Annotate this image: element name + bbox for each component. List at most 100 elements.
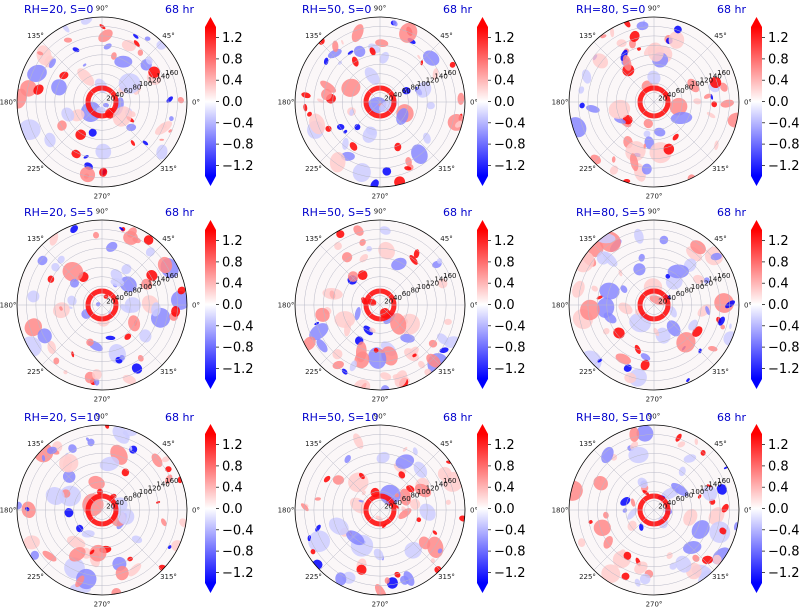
angle-tick-label: 270° bbox=[646, 193, 663, 201]
radial-tick-label: 140 bbox=[434, 73, 447, 81]
colorbar-tick-label: 0.0 bbox=[494, 298, 515, 313]
colorbar-tick-label: −1.2 bbox=[768, 566, 799, 581]
radial-tick-label: 20 bbox=[658, 502, 667, 510]
colorbar-tick-label: 1.2 bbox=[494, 31, 515, 46]
radial-tick-label: 120 bbox=[148, 484, 161, 492]
colorbar-tick-label: 0.0 bbox=[494, 502, 515, 517]
polar-frame bbox=[16, 424, 188, 596]
radial-tick-label: 120 bbox=[426, 76, 439, 84]
radial-tick-label: 60 bbox=[124, 495, 133, 503]
colorbar-tick-label: 1.2 bbox=[222, 438, 243, 453]
radial-tick-label: 140 bbox=[434, 481, 447, 489]
angular-gridline bbox=[653, 244, 715, 306]
angular-gridline bbox=[101, 244, 163, 306]
colorbar-tick-label: −1.2 bbox=[222, 159, 254, 174]
radial-tick-label: 100 bbox=[691, 283, 704, 291]
angular-gridline bbox=[319, 41, 381, 103]
colorbar-extend-max bbox=[205, 220, 216, 230]
radial-tick-label: 80 bbox=[132, 492, 141, 500]
angle-tick-label: 135° bbox=[27, 32, 44, 40]
angular-gridline bbox=[379, 244, 441, 306]
colorbar-extend-min bbox=[751, 583, 762, 593]
angle-tick-label: 225° bbox=[579, 368, 596, 376]
colorbar-gradient bbox=[477, 230, 488, 379]
polar-frame bbox=[294, 219, 466, 391]
angle-tick-label: 135° bbox=[305, 440, 322, 448]
angle-tick-label: 180° bbox=[552, 302, 569, 310]
radial-tick-label: 160 bbox=[165, 69, 178, 77]
panel-time-label: 68 hr bbox=[165, 206, 194, 219]
radial-tick-label: 100 bbox=[139, 80, 152, 88]
angular-gridline bbox=[41, 509, 103, 571]
radial-tick-label: 60 bbox=[676, 495, 685, 503]
panel-7: 0°45°90°135°180°225°270°315°20 40 60 801001… bbox=[0, 411, 200, 609]
radial-tick-label: 160 bbox=[165, 477, 178, 485]
colorbar-tick-label: 0.0 bbox=[494, 95, 515, 110]
field-texture bbox=[17, 17, 184, 183]
colorbar-tick-label: −0.4 bbox=[768, 116, 799, 131]
angle-tick-label: 45° bbox=[162, 235, 174, 243]
colorbar-tick-label: −0.8 bbox=[222, 138, 254, 153]
angle-tick-label: 315° bbox=[712, 165, 729, 173]
radial-tick-label: 80 bbox=[132, 84, 141, 92]
colorbar-tick-label: −0.8 bbox=[494, 138, 526, 153]
panel-9: 0°45°90°135°180°225°270°315°20 40 60 801001… bbox=[552, 411, 752, 609]
colorbar-tick-label: 0.8 bbox=[222, 255, 243, 270]
angle-tick-label: 225° bbox=[305, 368, 322, 376]
angular-gridline bbox=[653, 41, 715, 103]
colorbar-tick-label: 1.2 bbox=[494, 438, 515, 453]
colorbar-tick-label: 0.4 bbox=[494, 277, 515, 292]
colorbar: 1.2 0.8 0.4 0.0 −0.4 −0.8 −1.2 bbox=[751, 17, 799, 186]
colorbar: 1.2 0.8 0.4 0.0 −0.4 −0.8 −1.2 bbox=[751, 424, 799, 593]
angular-gridline bbox=[653, 449, 715, 511]
angular-gridline bbox=[319, 509, 381, 571]
colorbar-tick-label: −1.2 bbox=[494, 159, 526, 174]
panel-title: RH=20, S=5 bbox=[24, 206, 93, 219]
radial-tick-label: 120 bbox=[700, 76, 713, 84]
colorbar-tick-label: −0.8 bbox=[222, 341, 254, 356]
angle-tick-label: 90° bbox=[374, 413, 386, 421]
radial-tick-label: 120 bbox=[148, 279, 161, 287]
radial-tick-label: 160 bbox=[717, 477, 730, 485]
angular-gridline bbox=[41, 101, 103, 163]
panel-title: RH=20, S=10 bbox=[24, 411, 100, 424]
colorbar-tick-label: 0.4 bbox=[768, 277, 789, 292]
angle-tick-label: 45° bbox=[440, 235, 452, 243]
angle-tick-label: 0° bbox=[744, 507, 752, 515]
colorbar-extend-max bbox=[751, 424, 762, 434]
angle-tick-label: 90° bbox=[374, 5, 386, 13]
radial-tick-label: 140 bbox=[156, 73, 169, 81]
colorbar-tick-label: 0.0 bbox=[768, 95, 789, 110]
colorbar-tick-label: −0.4 bbox=[494, 319, 526, 334]
colorbar-extend-min bbox=[751, 176, 762, 186]
angle-tick-label: 270° bbox=[646, 396, 663, 404]
colorbar-tick-label: 0.8 bbox=[494, 255, 515, 270]
angle-tick-label: 135° bbox=[27, 235, 44, 243]
panel-title: RH=50, S=5 bbox=[302, 206, 371, 219]
panel-time-label: 68 hr bbox=[717, 3, 746, 16]
panel-4: 0°45°90°135°180°225°270°315°20 40 60 801001… bbox=[0, 206, 200, 404]
angle-tick-label: 90° bbox=[96, 413, 108, 421]
colorbar-gradient bbox=[205, 434, 216, 583]
radial-tick-label: 140 bbox=[708, 73, 721, 81]
angle-tick-label: 270° bbox=[372, 601, 389, 609]
angle-tick-label: 0° bbox=[192, 99, 200, 107]
radial-tick-label: 80 bbox=[684, 287, 693, 295]
radial-tick-label: 60 bbox=[124, 87, 133, 95]
angular-gridline bbox=[101, 41, 163, 103]
angular-gridline bbox=[319, 244, 381, 306]
angular-gridline bbox=[379, 304, 441, 366]
colorbar-tick-label: 0.4 bbox=[222, 481, 243, 496]
angle-tick-label: 180° bbox=[0, 302, 16, 310]
panel-6: 0°45°90°135°180°225°270°315°20 40 60 801001… bbox=[552, 206, 752, 404]
panel-time-label: 68 hr bbox=[443, 206, 472, 219]
radial-tick-label: 40 bbox=[667, 499, 676, 507]
angle-tick-label: 0° bbox=[192, 507, 200, 515]
panel-time-label: 68 hr bbox=[443, 3, 472, 16]
colorbar-tick-label: 0.4 bbox=[494, 481, 515, 496]
colorbar-extend-max bbox=[751, 17, 762, 27]
angle-tick-label: 225° bbox=[579, 165, 596, 173]
radial-tick-label: 100 bbox=[691, 80, 704, 88]
angle-tick-label: 270° bbox=[94, 193, 111, 201]
panel-5: 0°45°90°135°180°225°270°315°20 40 60 801001… bbox=[278, 206, 478, 404]
